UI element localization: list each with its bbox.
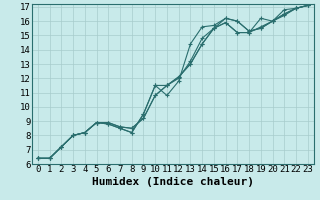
X-axis label: Humidex (Indice chaleur): Humidex (Indice chaleur) <box>92 177 254 187</box>
